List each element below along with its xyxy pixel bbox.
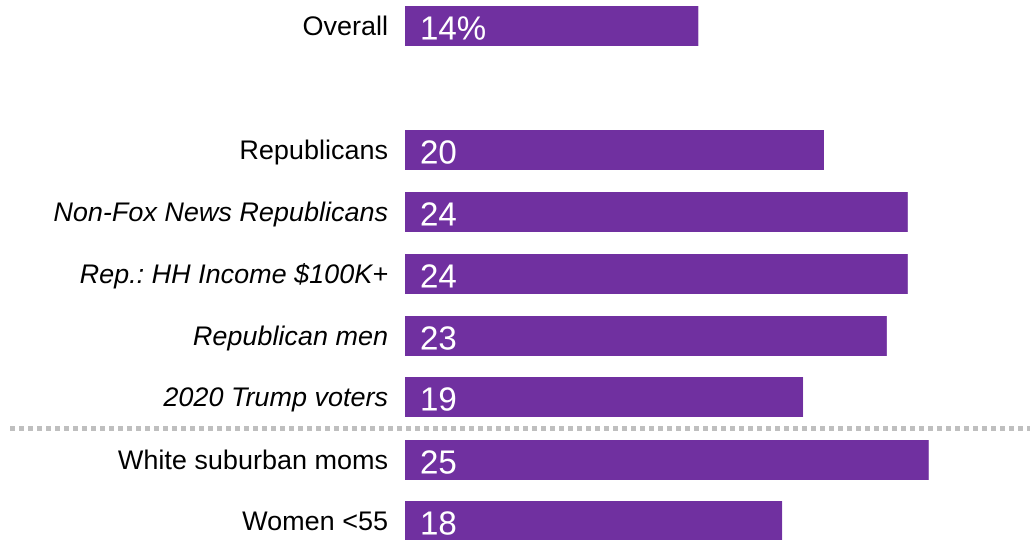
category-label: Non-Fox News Republicans <box>53 197 388 227</box>
data-label: 19 <box>420 381 457 418</box>
bar <box>405 377 804 417</box>
bar <box>405 192 908 232</box>
bar <box>405 501 783 540</box>
data-label: 24 <box>420 258 457 295</box>
bar <box>405 130 824 170</box>
data-label: 14% <box>420 10 486 47</box>
category-label: Women <55 <box>242 506 388 536</box>
category-label: Rep.: HH Income $100K+ <box>80 259 388 289</box>
data-label: 23 <box>420 320 457 357</box>
category-label: White suburban moms <box>118 445 388 475</box>
bar <box>405 254 908 294</box>
bar <box>405 316 887 356</box>
data-label: 18 <box>420 505 457 540</box>
bar <box>405 6 699 46</box>
data-label: 25 <box>420 444 457 481</box>
category-label: Republican men <box>193 321 388 351</box>
data-label: 24 <box>420 196 457 233</box>
category-label: Overall <box>302 11 388 41</box>
category-label: 2020 Trump voters <box>162 382 388 412</box>
category-label: Republicans <box>239 135 388 165</box>
data-label: 20 <box>420 134 457 171</box>
bar <box>405 440 929 480</box>
